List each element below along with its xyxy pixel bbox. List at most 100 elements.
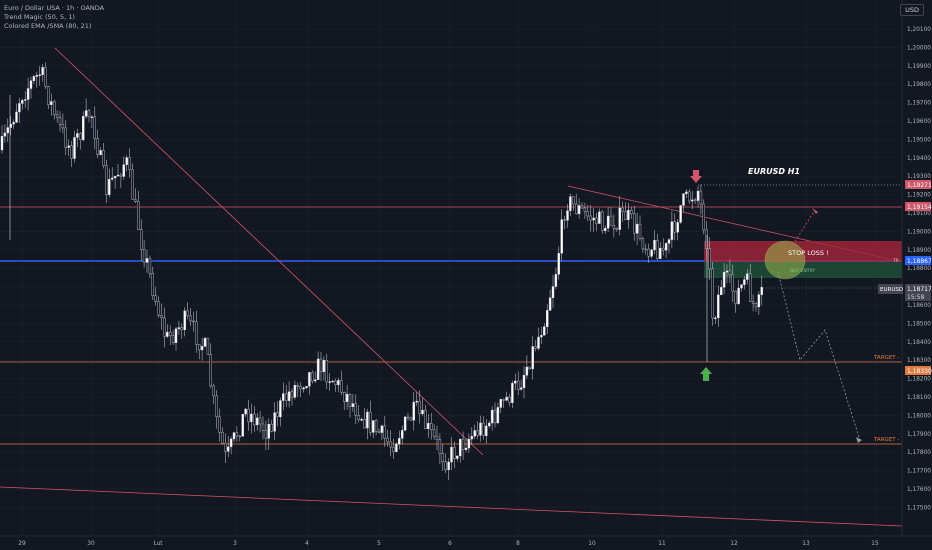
candle-body [537,336,540,349]
candle-body [99,150,102,155]
candle-body [21,100,24,104]
candle-body [473,430,476,437]
candle-body [421,409,424,415]
candle-body [142,249,146,263]
candle-body [61,124,65,129]
buy-entry-label: BUY ENTRY [790,268,815,274]
candle-body [427,423,430,430]
candle-body [751,301,755,304]
y-tick-label: 1,18300 [907,358,931,364]
candle-body [459,438,462,457]
candle-body [73,137,76,159]
candle-body [554,274,558,287]
candle-body [583,207,587,212]
long-bottom-trendline [0,486,903,527]
candle-body [754,303,758,308]
candle-body [212,385,215,397]
red-level-tag: 1,19154 [907,204,932,211]
candle-body [372,420,375,433]
candle-body [525,366,529,376]
y-tick-label: 1,18200 [907,377,931,383]
candle-body [293,385,297,398]
candle-body [256,417,259,426]
candle-body [444,461,447,471]
candle-body [226,446,230,452]
annotation-texts: EURUSD H1 STOP LOSS ! BUY ENTRY TP TARGE… [748,167,905,443]
y-tick-label: 1,18800 [907,266,931,272]
y-tick-label: 1,20000 [907,45,931,51]
projection-down-arrow [856,437,862,443]
candle-body [229,438,233,448]
candle-body [461,438,465,450]
indicator-legend-1[interactable]: Trend Magic (50, 5, 1) [4,13,75,21]
candle-body [122,164,126,177]
candle-body [401,430,404,439]
candle-body [566,210,569,221]
candle-body [224,443,227,452]
time-axis[interactable]: 29 30 Lut 3 4 5 6 8 10 11 12 13 15 [0,535,932,550]
candle-body [424,409,427,430]
candle-body [105,165,108,195]
candle-body [47,86,50,105]
candle-body [241,413,244,437]
candle-body [102,150,105,166]
candle-body [499,399,502,408]
candle-body [258,417,262,425]
orange-level-tag: 1,18330 [907,368,932,375]
candle-body [366,411,369,429]
candle-body [627,209,630,221]
candle-body [90,116,94,119]
red-level-tag-bg [905,202,931,211]
candle-body [325,360,328,383]
y-tick-label: 1,17800 [907,450,931,456]
candle-body [209,354,213,387]
candle-body [476,430,479,436]
top-line-tag-bg [905,180,931,189]
candle-body [50,101,53,105]
chart-title: EURUSD H1 [748,167,800,176]
indicator-legend-2[interactable]: Colored EMA /SMA (80, 21) [4,22,92,30]
candle-body [168,331,172,336]
candle-body [276,412,279,418]
candle-body [389,441,392,448]
candle-body [659,247,662,259]
stop-loss-label: STOP LOSS ! [788,249,829,257]
candle-body [595,217,598,224]
y-tick-label: 1,18500 [907,321,931,327]
candle-body [540,335,543,338]
candle-body [264,430,268,439]
candle-body [131,169,134,200]
candle-body [174,328,178,343]
y-tick-label: 1,17900 [907,432,931,438]
candle-body [316,358,320,380]
y-tick-label: 1,20100 [907,27,931,33]
candle-body [441,453,444,462]
candle-body [577,205,581,215]
candle-body [708,248,711,270]
candle-body [650,249,653,257]
candle-body [357,415,360,421]
candle-body [328,381,331,383]
candle-body [250,413,253,423]
candle-body [575,203,578,215]
candle-body [432,429,436,437]
candle-body [285,393,288,401]
current-price-tag-bg [905,284,931,301]
candle-body [299,386,302,390]
currency-button[interactable]: USD [900,4,924,16]
x-tick-labels: 29 30 Lut 3 4 5 6 8 10 11 12 13 15 [18,541,879,547]
candle-body [197,344,201,351]
candle-body [682,193,685,206]
candle-body [589,215,592,221]
candle-body [470,436,473,440]
down-arrow-marker [690,170,702,183]
symbol-legend[interactable]: Euro / Dollar USA · 1h · OANDA [4,4,105,12]
price-axis[interactable]: 1,20100 1,20000 1,19900 1,19800 1,19700 1,196… [901,0,932,536]
candle-body [343,392,346,402]
candle-body [638,223,642,239]
candle-body [383,425,386,439]
x-tick-label: 30 [87,541,95,547]
candle-body [192,320,195,323]
candle-body [134,199,137,202]
